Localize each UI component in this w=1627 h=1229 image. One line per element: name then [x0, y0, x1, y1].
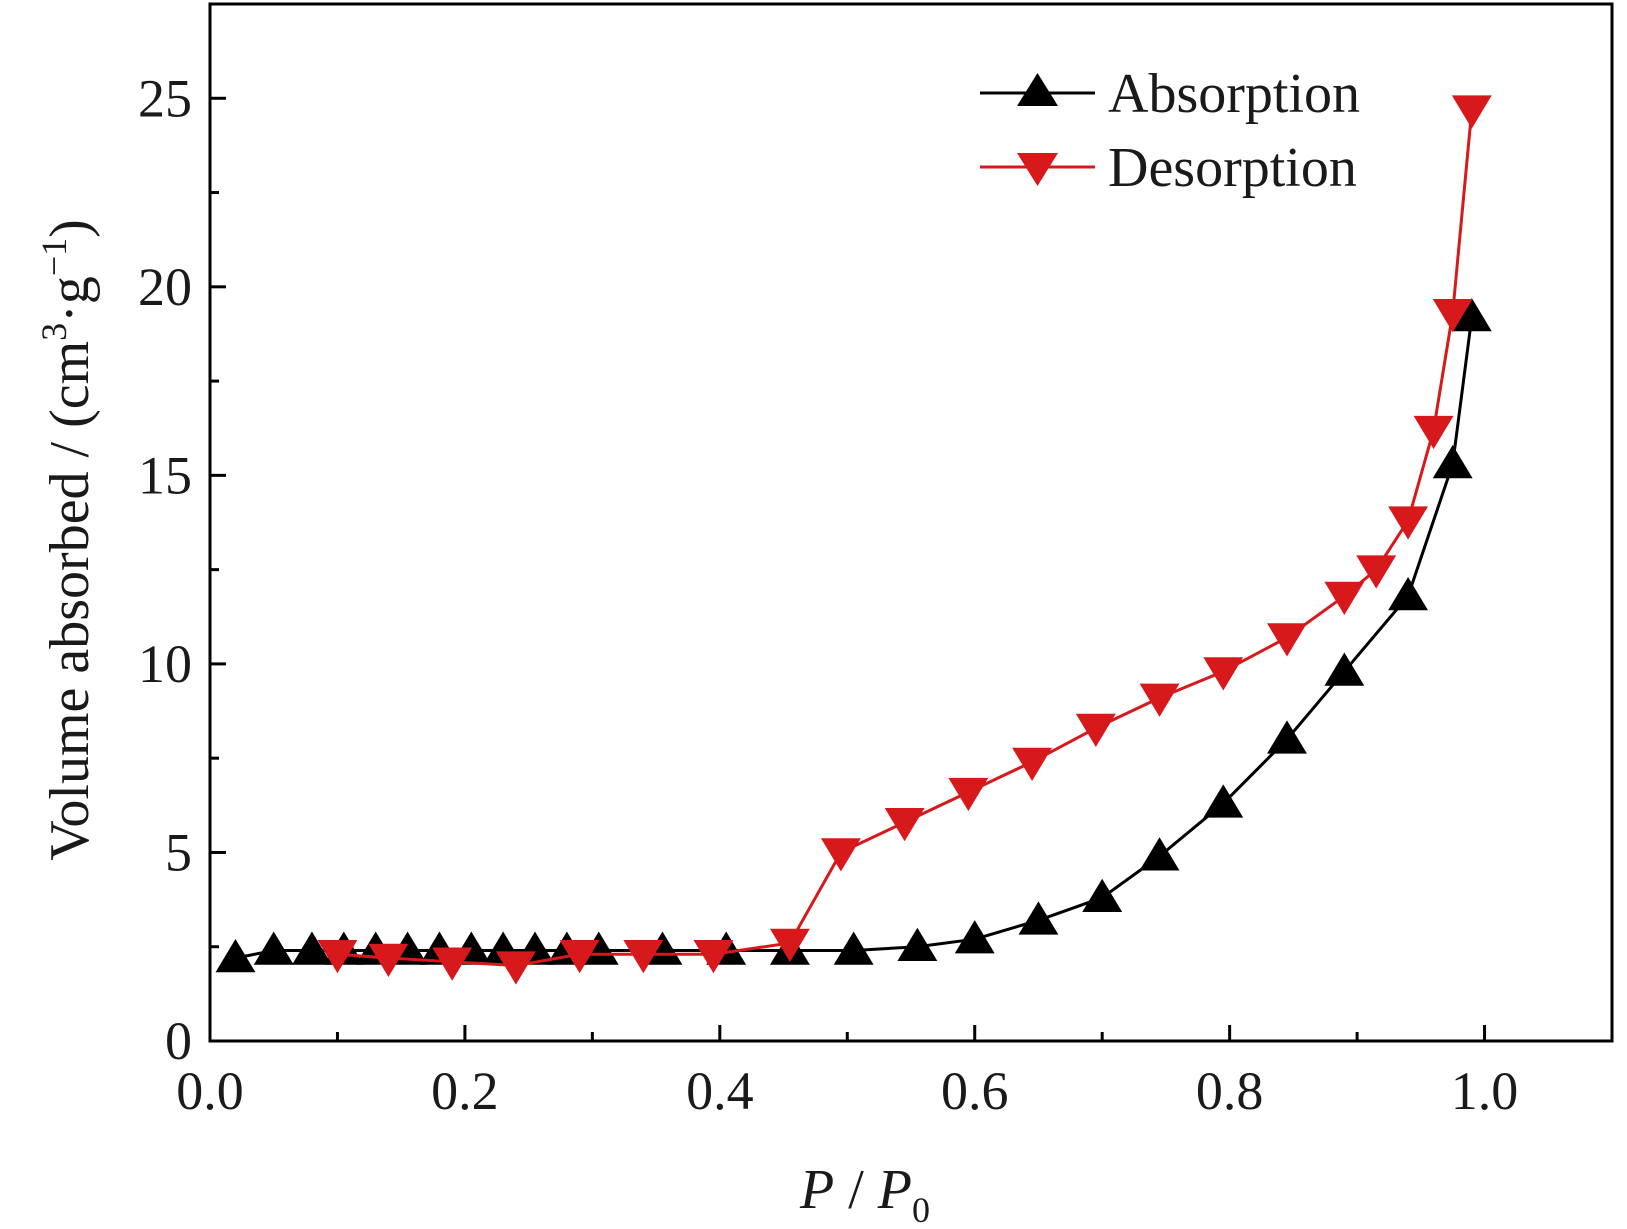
data-point-desorption	[317, 940, 358, 974]
y-tick-label: 10	[138, 634, 192, 694]
data-point-absorption	[833, 931, 874, 965]
data-point-absorption	[1324, 652, 1365, 686]
y-axis-ticks: 0 5 10 15 20 25	[138, 2, 226, 1071]
data-point-absorption	[1388, 577, 1429, 611]
data-point-desorption	[884, 808, 925, 842]
data-point-desorption	[1012, 747, 1053, 781]
series-desorption	[317, 95, 1492, 985]
data-point-absorption	[1267, 720, 1307, 754]
y-tick-label: 5	[165, 822, 192, 882]
y-tick-label: 25	[138, 68, 192, 128]
x-tick-label: 0.6	[941, 1061, 1009, 1121]
legend-label-desorption: Desorption	[1108, 137, 1357, 199]
data-point-desorption	[948, 777, 989, 812]
data-point-absorption	[253, 931, 294, 965]
legend-marker-absorption	[1017, 73, 1058, 106]
data-point-absorption	[1082, 878, 1123, 912]
data-point-desorption	[1432, 298, 1473, 333]
data-point-absorption	[1203, 784, 1244, 818]
data-point-absorption	[954, 920, 995, 954]
legend-label-absorption: Absorption	[1108, 63, 1360, 125]
plot-border	[208, 2, 1614, 1043]
data-point-desorption	[1451, 95, 1492, 129]
data-point-desorption	[693, 940, 734, 974]
data-point-desorption	[820, 838, 861, 872]
data-point-desorption	[368, 943, 409, 978]
data-point-desorption	[1075, 713, 1116, 748]
data-point-desorption	[1324, 581, 1365, 616]
data-point-desorption	[1388, 506, 1429, 540]
data-point-desorption	[1267, 623, 1307, 657]
data-point-absorption	[1139, 837, 1180, 871]
series-line-desorption	[337, 109, 1474, 968]
data-point-absorption	[215, 939, 256, 973]
data-point-absorption	[897, 927, 938, 961]
legend: Absorption Desorption	[980, 63, 1360, 199]
x-axis-title: P / P0	[799, 1159, 930, 1229]
data-point-desorption	[623, 940, 664, 974]
data-point-desorption	[1203, 657, 1244, 691]
x-axis-ticks: 0.0 0.2 0.4 0.6 0.8 1.0	[176, 1025, 1614, 1121]
series-absorption	[215, 297, 1492, 973]
data-point-desorption	[495, 951, 536, 985]
y-tick-label: 0	[165, 1011, 192, 1071]
legend-marker-desorption	[1017, 153, 1058, 186]
y-tick-label: 20	[138, 257, 192, 317]
x-tick-label: 1.0	[1451, 1061, 1519, 1121]
y-tick-label: 15	[138, 445, 192, 505]
data-point-absorption	[1451, 297, 1492, 332]
x-tick-label: 0.4	[686, 1061, 754, 1121]
x-tick-label: 0.2	[431, 1061, 499, 1121]
x-tick-label: 0.8	[1196, 1061, 1264, 1121]
data-point-desorption	[1139, 683, 1180, 717]
data-point-desorption	[1413, 415, 1454, 450]
data-point-absorption	[1018, 901, 1059, 935]
series-layer	[215, 95, 1492, 985]
data-point-desorption	[559, 940, 600, 974]
plot-frame	[208, 2, 1614, 1043]
data-point-absorption	[292, 931, 332, 965]
data-point-desorption	[769, 928, 810, 962]
x-tick-label: 0.0	[176, 1061, 244, 1121]
y-axis-title: Volume absorbed / (cm3·g−1)	[34, 219, 101, 861]
data-point-desorption	[432, 947, 473, 981]
data-point-desorption	[1356, 555, 1397, 589]
data-point-absorption	[1432, 445, 1473, 479]
